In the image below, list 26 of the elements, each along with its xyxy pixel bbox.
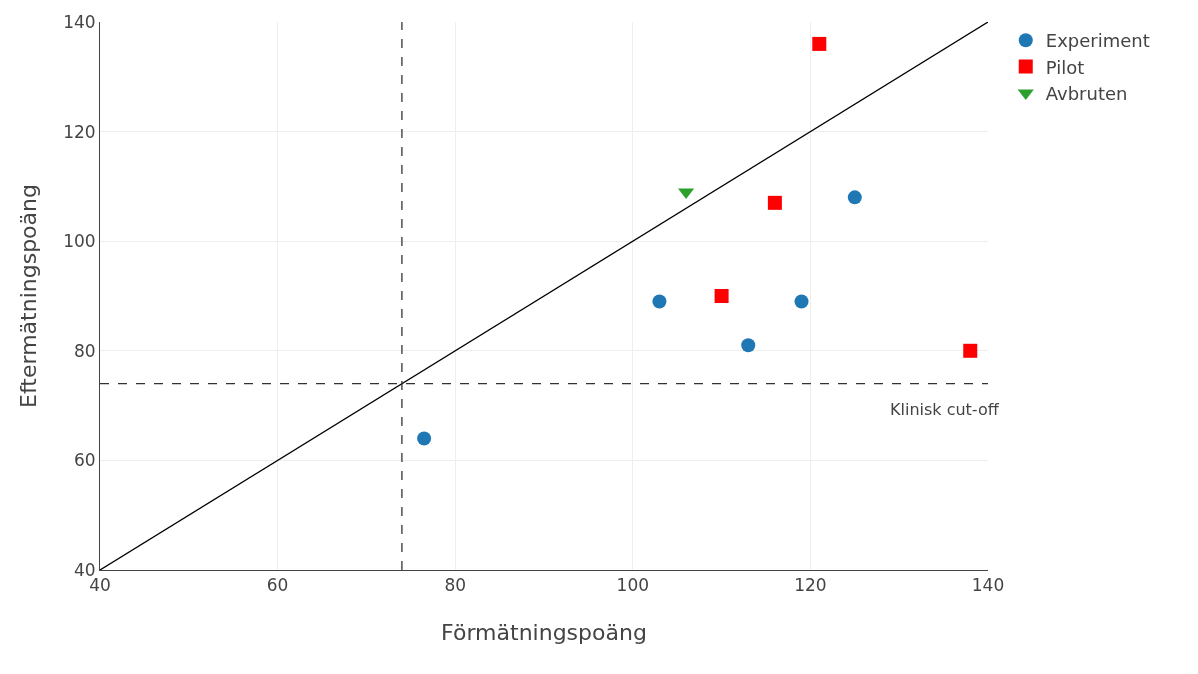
ref-line-label: Klinisk cut-off [890,400,1000,419]
x-tick-label: 120 [794,575,827,596]
x-tick-label: 80 [444,575,467,596]
y-tick-label: 140 [63,11,96,32]
point [417,431,432,446]
point [714,289,729,303]
point [741,338,756,353]
x-tick-label: 140 [971,575,1005,596]
x-tick-label: 60 [266,575,289,596]
y-tick-label: 80 [73,340,96,361]
y-tick-label: 120 [63,121,96,142]
point [794,294,809,309]
y-axis-title: Eftermätningspoäng [15,184,41,408]
legend-label: Avbruten [1045,83,1128,105]
x-tick-label: 40 [89,575,111,596]
x-axis-title: Förmätningspoäng [441,620,647,646]
point [847,190,862,205]
point [963,343,978,358]
y-tick-label: 100 [63,231,96,252]
point [812,36,827,51]
legend-label: Experiment [1045,30,1150,52]
y-tick-label: 60 [73,450,96,471]
x-tick-label: 100 [616,575,650,596]
point [652,294,667,309]
legend-label: Pilot [1045,56,1085,78]
point [767,195,782,210]
